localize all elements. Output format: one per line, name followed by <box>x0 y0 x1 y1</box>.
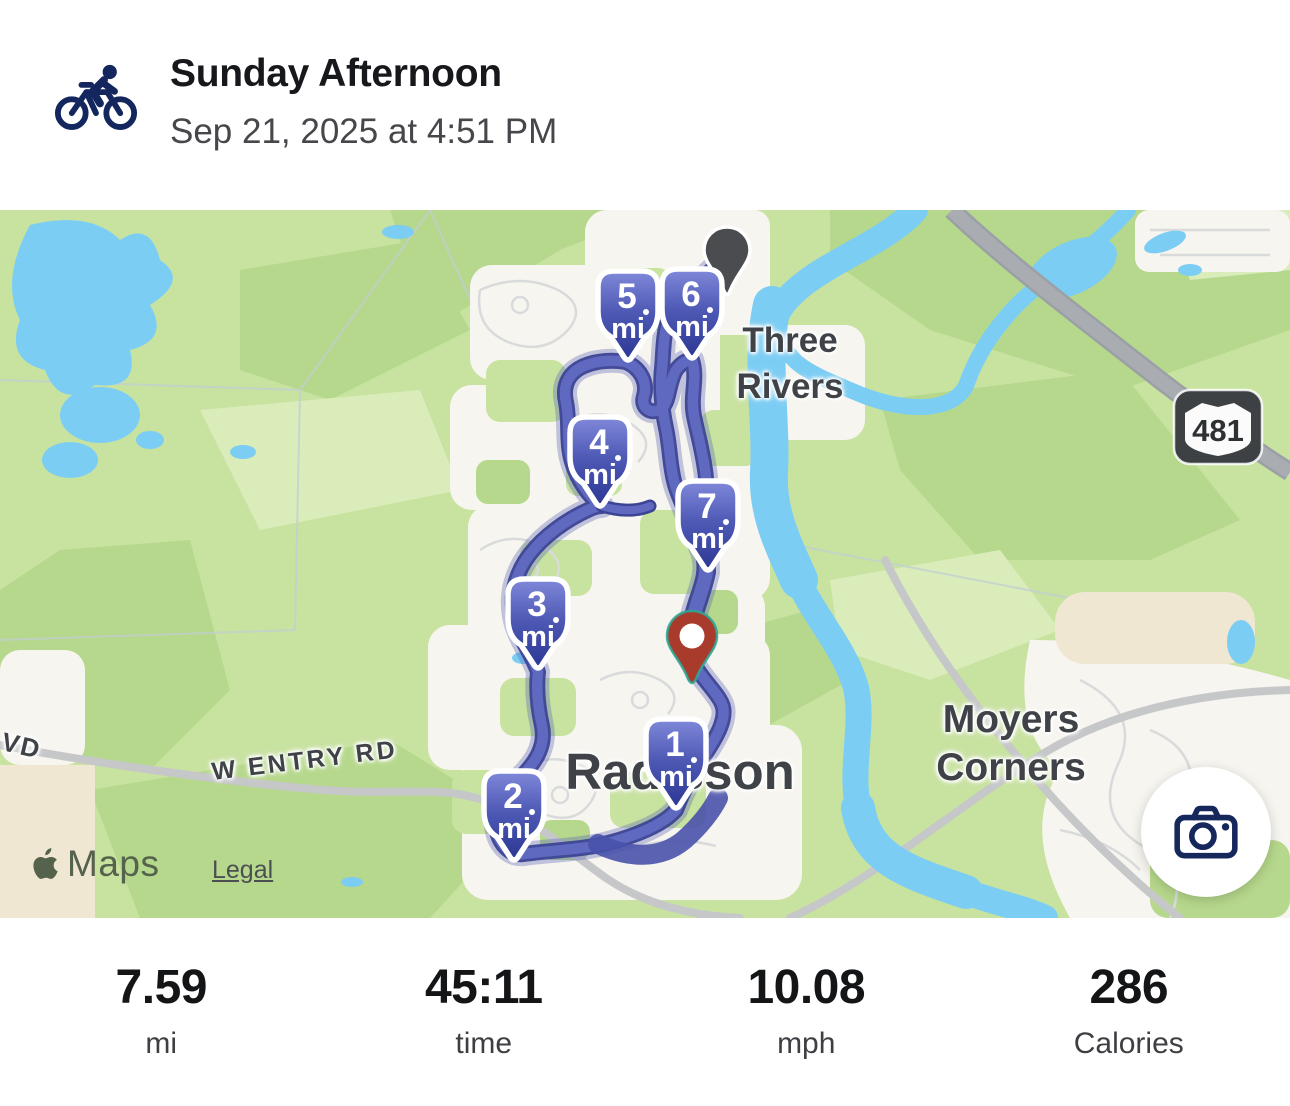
maps-brand-label: Maps <box>67 843 160 884</box>
camera-icon <box>1174 805 1238 859</box>
mile-marker-7: 7 mi <box>675 478 741 573</box>
stat-distance-label: mi <box>145 1027 178 1060</box>
svg-text:mi: mi <box>675 311 709 343</box>
svg-text:mi: mi <box>691 523 725 555</box>
start-pin-icon <box>702 225 752 297</box>
workout-datetime: Sep 21, 2025 at 4:51 PM <box>170 112 558 151</box>
mile-marker-6: 6 mi <box>659 266 725 361</box>
svg-text:4: 4 <box>589 423 609 462</box>
svg-text:5: 5 <box>617 277 636 316</box>
legal-link[interactable]: Legal <box>212 856 274 884</box>
mile-marker-4: 4 mi <box>567 414 633 509</box>
svg-text:7: 7 <box>697 487 716 526</box>
stat-speed-value: 10.08 <box>747 961 866 1014</box>
stat-distance: 7.59 mi <box>0 918 323 1106</box>
end-pin-icon <box>665 609 719 685</box>
maps-attribution: Maps <box>32 843 160 884</box>
stat-calories-label: Calories <box>1073 1027 1184 1060</box>
stat-calories-value: 286 <box>1089 961 1169 1014</box>
svg-text:mi: mi <box>583 459 617 491</box>
mile-marker-3: 3 mi <box>505 576 571 671</box>
route-map[interactable]: Three Rivers Radisson Moyers Corners W E… <box>0 210 1290 918</box>
workout-title: Sunday Afternoon <box>170 52 502 95</box>
workout-stats: 7.59 mi 45:11 time 10.08 mph 286 Calorie… <box>0 918 1290 1106</box>
mile-marker-2: 2 mi <box>481 768 547 863</box>
map-canvas <box>0 210 1290 918</box>
stat-time-value: 45:11 <box>424 961 543 1014</box>
svg-text:2: 2 <box>503 777 522 816</box>
camera-button[interactable] <box>1141 767 1271 897</box>
stat-time-label: time <box>455 1027 513 1060</box>
mile-marker-5: 5 mi <box>595 268 661 363</box>
workout-header: Sunday Afternoon Sep 21, 2025 at 4:51 PM <box>0 0 1290 210</box>
svg-text:481: 481 <box>1192 413 1244 448</box>
svg-text:1: 1 <box>665 725 684 764</box>
apple-logo-icon <box>33 847 58 879</box>
svg-text:mi: mi <box>659 761 693 793</box>
svg-text:mi: mi <box>497 813 531 845</box>
cycling-icon <box>54 64 138 130</box>
svg-text:mi: mi <box>611 313 645 345</box>
svg-text:3: 3 <box>527 585 546 624</box>
stat-speed: 10.08 mph <box>645 918 968 1106</box>
route-481-shield-icon: 481 <box>1172 388 1264 466</box>
stat-calories: 286 Calories <box>968 918 1290 1106</box>
svg-text:mi: mi <box>521 621 555 653</box>
stat-distance-value: 7.59 <box>115 961 208 1014</box>
svg-text:6: 6 <box>681 275 700 314</box>
stat-speed-label: mph <box>777 1027 836 1060</box>
mile-marker-1: 1 mi <box>643 716 709 811</box>
stat-time: 45:11 time <box>323 918 646 1106</box>
